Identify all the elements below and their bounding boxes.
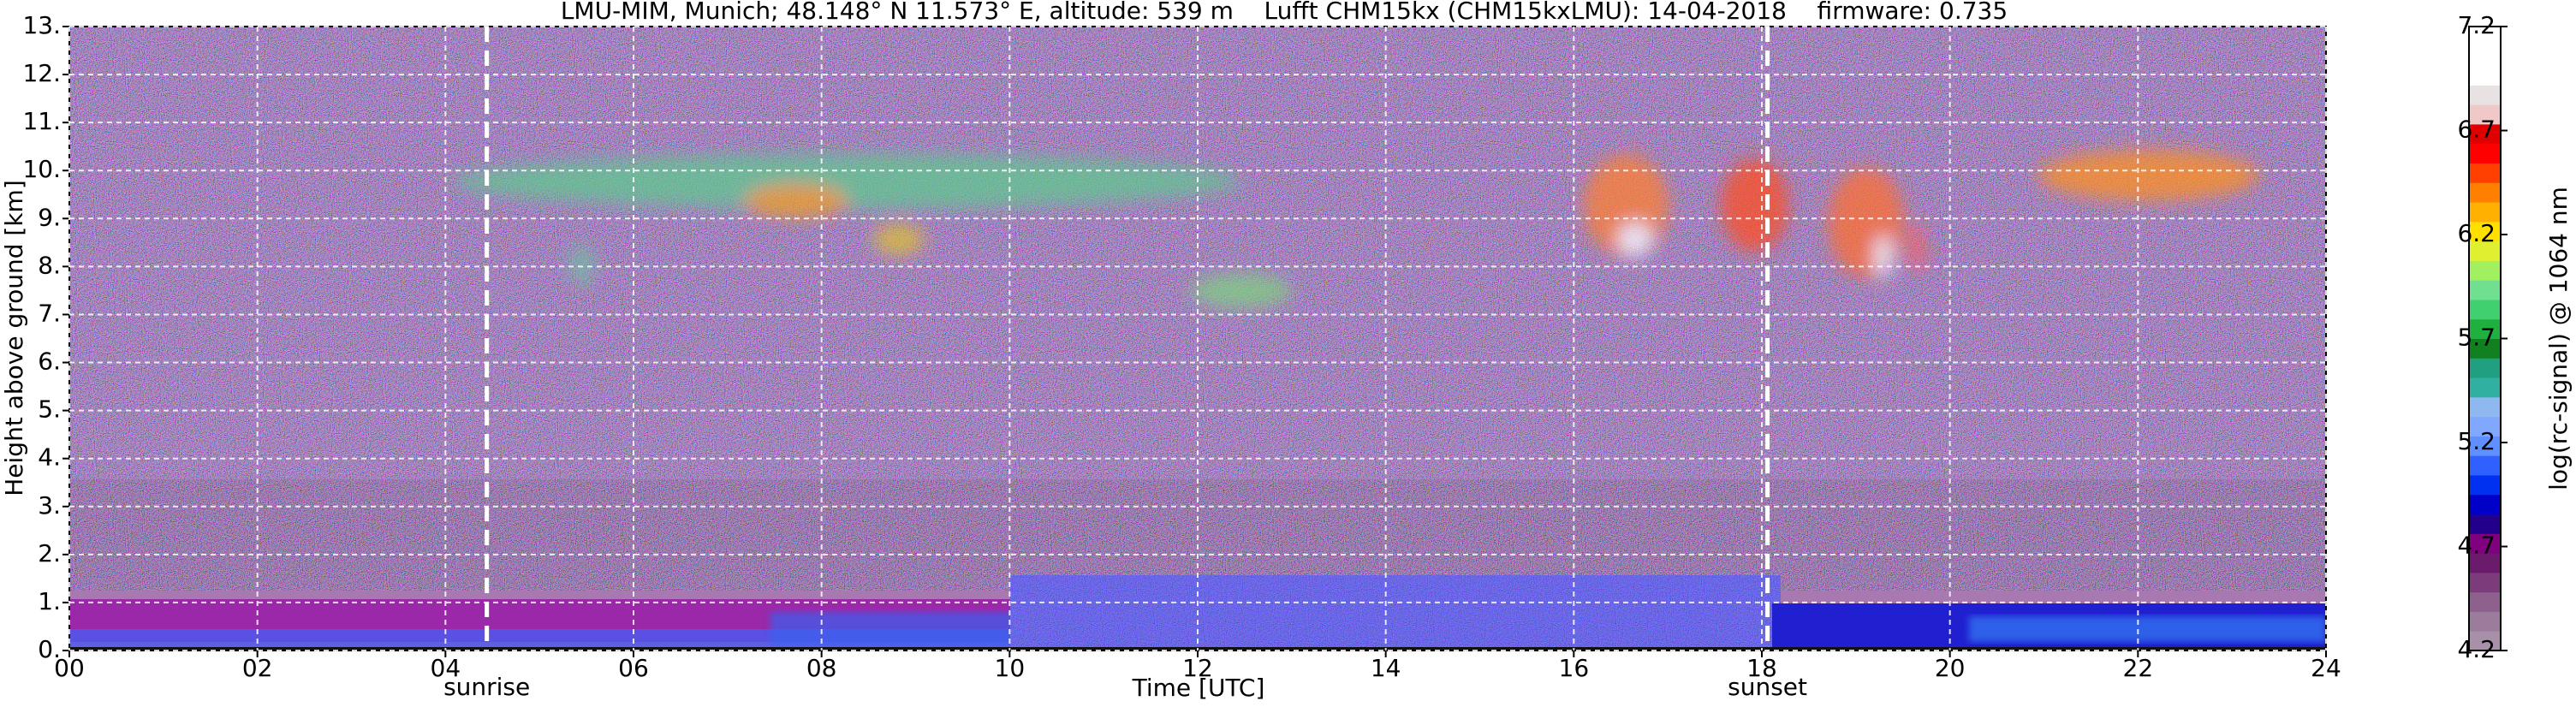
colorbar-swatch: [2469, 358, 2501, 378]
y-tick-label: 11.: [22, 107, 61, 135]
colorbar-swatch: [2469, 280, 2501, 300]
y-tick-label: 8.: [38, 251, 61, 279]
x-axis-label: Time [UTC]: [1132, 674, 1265, 702]
y-tick-label: 4.: [38, 443, 61, 472]
colorbar-swatch: [2469, 416, 2501, 437]
colorbar-swatch: [2469, 45, 2501, 67]
colorbar-swatch: [2469, 318, 2501, 339]
y-axis-label: Height above ground [km]: [0, 180, 28, 496]
colorbar-swatch: [2469, 143, 2501, 163]
colorbar-swatch: [2469, 591, 2501, 612]
colorbar-tick-label: 6.7: [2457, 116, 2496, 144]
x-tick-label: 14: [1371, 654, 1401, 682]
y-tick-label: 12.: [22, 59, 61, 87]
colorbar-swatch: [2469, 514, 2501, 534]
y-tick-label: 9.: [38, 203, 61, 231]
y-tick-label: 7.: [38, 299, 61, 327]
colorbar-swatch: [2469, 377, 2501, 398]
y-tick-label: 3.: [38, 491, 61, 520]
y-tick-label: 13.: [22, 11, 61, 39]
x-tick-label: 10: [995, 654, 1026, 682]
chart-title: LMU-MIM, Munich; 48.148° N 11.573° E, al…: [561, 0, 2008, 25]
x-tick-label: 18: [1746, 654, 1777, 682]
y-tick-label: 1.: [38, 587, 61, 615]
colorbar-label: log(rc-signal) @ 1064 nm: [2544, 187, 2573, 490]
colorbar-swatch: [2469, 474, 2501, 496]
colorbar-tick-label: 7.2: [2457, 11, 2496, 39]
colorbar-tick-label: 5.7: [2457, 324, 2496, 352]
annotation-label: sunset: [1728, 673, 1807, 701]
colorbar-tick-label: 4.2: [2457, 635, 2496, 663]
x-tick-label: 02: [242, 654, 273, 682]
y-tick-label: 5.: [38, 395, 61, 424]
x-tick-label: 04: [431, 654, 461, 682]
x-tick-label: 12: [1182, 654, 1213, 682]
colorbar-swatch: [2469, 104, 2501, 125]
colorbar-swatch: [2469, 455, 2501, 476]
colorbar-swatch: [2469, 553, 2501, 573]
y-tick-label: 2.: [38, 539, 61, 567]
x-tick-label: 22: [2123, 654, 2154, 682]
annotation-label: sunrise: [443, 673, 530, 701]
colorbar-tick-label: 5.2: [2457, 427, 2496, 455]
colorbar-swatch: [2469, 299, 2501, 320]
x-tick-label: 20: [1935, 654, 1966, 682]
colorbar-swatch: [2469, 611, 2501, 632]
colorbar-swatch: [2469, 436, 2501, 456]
colorbar-swatch: [2469, 396, 2501, 418]
colorbar-swatch: [2469, 202, 2501, 223]
colorbar-swatch: [2469, 533, 2501, 554]
colorbar-swatch: [2469, 182, 2501, 203]
colorbar-tick-label: 4.7: [2457, 532, 2496, 560]
colorbar-swatch: [2469, 85, 2501, 105]
x-tick-label: 24: [2311, 654, 2341, 682]
x-tick-label: 00: [54, 654, 85, 682]
y-tick-label: 10.: [22, 155, 61, 183]
colorbar-swatch: [2469, 163, 2501, 183]
colorbar-swatch: [2469, 241, 2501, 261]
x-tick-label: 16: [1559, 654, 1590, 682]
colorbar-swatch: [2469, 338, 2501, 359]
colorbar-swatch: [2469, 221, 2501, 242]
colorbar-swatch: [2469, 123, 2501, 145]
colorbar-swatch: [2469, 27, 2501, 47]
colorbar-swatch: [2469, 631, 2501, 651]
colorbar-swatch: [2469, 65, 2501, 86]
x-tick-label: 06: [618, 654, 649, 682]
colorbar-swatch: [2469, 572, 2501, 593]
colorbar-swatch: [2469, 494, 2501, 515]
y-tick-label: 6.: [38, 348, 61, 376]
colorbar-tick-label: 6.2: [2457, 219, 2496, 247]
x-tick-label: 08: [806, 654, 837, 682]
y-tick-label: 0.: [38, 635, 61, 663]
colorbar-swatch: [2469, 260, 2501, 281]
